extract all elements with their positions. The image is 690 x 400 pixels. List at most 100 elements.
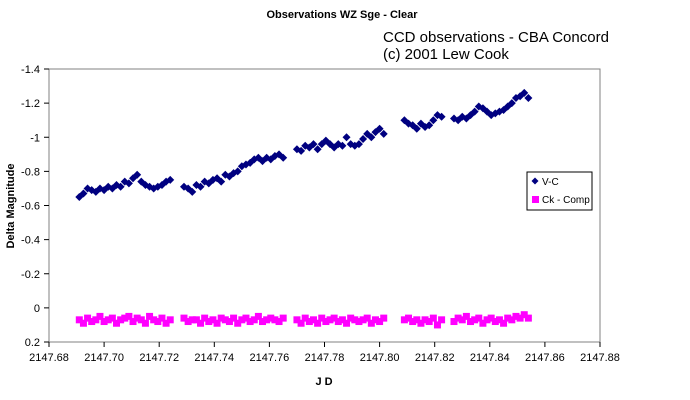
ck-comp-point: [246, 318, 254, 326]
v-c-point: [313, 145, 322, 154]
ck-comp-point: [79, 319, 87, 327]
v-c-point: [133, 170, 142, 179]
ck-comp-point: [297, 319, 305, 327]
y-tick-label: -1.4: [21, 64, 40, 76]
ck-comp-point: [371, 316, 379, 324]
ck-comp-point: [318, 314, 326, 322]
ck-comp-point: [405, 314, 413, 322]
series-layer: [75, 88, 533, 329]
ck-comp-point: [238, 316, 246, 324]
ck-comp-point: [279, 314, 287, 322]
ck-comp-point: [209, 316, 217, 324]
ck-comp-point: [250, 316, 258, 324]
v-c-point: [359, 134, 368, 143]
ck-comp-point: [483, 316, 491, 324]
ck-comp-point: [322, 318, 330, 326]
ck-comp-point: [338, 316, 346, 324]
ck-comp-point: [330, 314, 338, 322]
ck-comp-point: [162, 319, 170, 327]
ck-comp-point: [520, 311, 528, 319]
ck-comp-point: [516, 314, 524, 322]
y-tick-label: -0.2: [21, 269, 40, 281]
v-c-point: [375, 124, 384, 133]
legend-box: [526, 171, 593, 211]
ck-comp-point: [475, 314, 483, 322]
v-c-point: [379, 129, 388, 138]
x-tick-label: 2147.78: [305, 352, 345, 364]
ck-comp-point: [351, 316, 359, 324]
v-c-point: [425, 121, 434, 130]
ck-comp-point: [491, 318, 499, 326]
ck-comp-point: [504, 314, 512, 322]
ck-comp-point: [487, 314, 495, 322]
v-c-point: [437, 112, 446, 121]
y-tick-label: -0.6: [21, 201, 40, 213]
v-c-point: [367, 133, 376, 142]
ck-comp-point: [197, 319, 205, 327]
x-tick-label: 2147.80: [360, 352, 400, 364]
ck-comp-point: [234, 319, 242, 327]
ck-comp-point: [92, 316, 100, 324]
ck-comp-point: [217, 314, 225, 322]
y-tick-label: -0.8: [21, 166, 40, 178]
v-c-point: [354, 140, 363, 149]
ck-comp-point: [512, 312, 520, 320]
ck-comp-point: [301, 314, 309, 322]
plot-area: [48, 68, 601, 343]
ck-comp-point: [376, 318, 384, 326]
x-tick-label: 2147.74: [194, 352, 234, 364]
y-axis: -1.4 -1.2 -1 -0.8 -0.6 -0.4 -0.2 0 0.2: [21, 64, 49, 349]
ck-comp-point: [213, 319, 221, 327]
v-c-point: [342, 133, 351, 142]
ck-comp-point: [433, 321, 441, 329]
ck-comp-point: [409, 318, 417, 326]
ck-comp-point: [413, 316, 421, 324]
ck-comp-point: [158, 314, 166, 322]
v-c-point: [188, 187, 197, 196]
v-c-point: [124, 179, 133, 188]
ck-comp-point: [500, 319, 508, 327]
ck-comp-point: [425, 318, 433, 326]
v-c-point: [470, 107, 479, 116]
v-c-point: [196, 182, 205, 191]
v-c-point: [279, 153, 288, 162]
legend-marker-v-c: [531, 177, 539, 185]
ck-comp-point: [467, 318, 475, 326]
ck-comp-point: [271, 316, 279, 324]
annotation-line-1: CCD observations - CBA Concord: [383, 29, 609, 46]
v-c-point: [429, 116, 438, 125]
ck-comp-point: [471, 316, 479, 324]
x-tick-label: 2147.84: [470, 352, 510, 364]
ck-comp-point: [88, 318, 96, 326]
annotation-line-2: (c) 2001 Lew Cook: [383, 46, 509, 63]
series-v-c: [75, 88, 533, 201]
ck-comp-point: [75, 316, 83, 324]
ck-comp-point: [347, 314, 355, 322]
ck-comp-point: [334, 318, 342, 326]
ck-comp-point: [458, 316, 466, 324]
v-c-point: [297, 146, 306, 155]
x-tick-label: 2147.76: [250, 352, 290, 364]
ck-comp-point: [263, 316, 271, 324]
ck-comp-point: [121, 314, 129, 322]
v-c-point: [116, 182, 125, 191]
v-c-point: [309, 140, 318, 149]
ck-comp-point: [104, 316, 112, 324]
y-axis-title: Delta Magnitude: [5, 164, 17, 249]
ck-comp-point: [462, 312, 470, 320]
ck-comp-point: [133, 314, 141, 322]
ck-comp-point: [137, 316, 145, 324]
y-tick-label: 0: [34, 303, 40, 315]
x-tick-label: 2147.70: [84, 352, 124, 364]
legend-label-ck-comp: Ck - Comp: [542, 195, 590, 206]
ck-comp-point: [100, 318, 108, 326]
v-c-point: [79, 189, 88, 198]
ck-comp-point: [417, 319, 425, 327]
y-tick-label: -0.4: [21, 235, 40, 247]
v-c-point: [217, 177, 226, 186]
ck-comp-point: [305, 318, 313, 326]
ck-comp-point: [508, 316, 516, 324]
ck-comp-point: [259, 318, 267, 326]
ck-comp-point: [326, 316, 334, 324]
